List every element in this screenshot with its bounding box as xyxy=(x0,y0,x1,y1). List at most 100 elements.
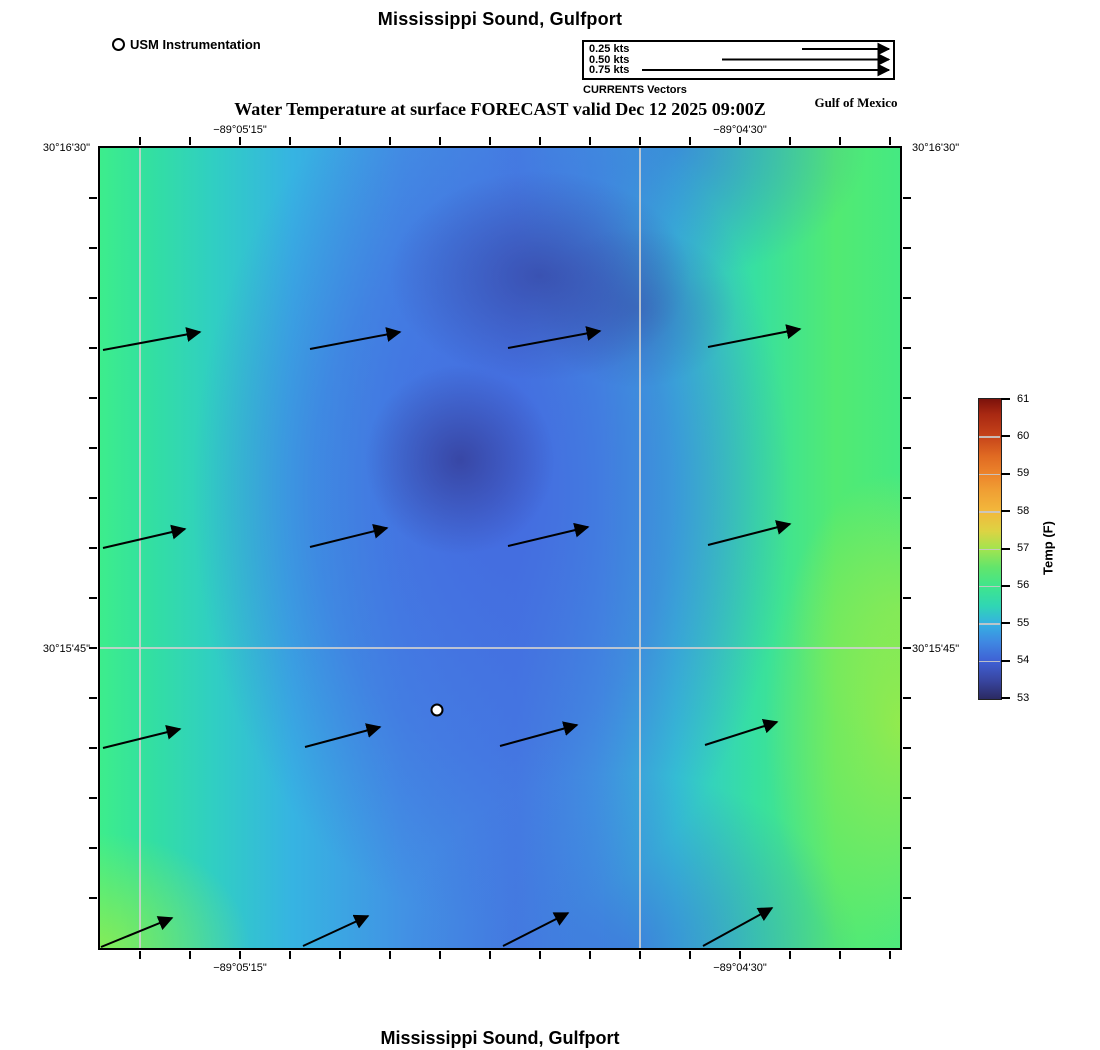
x-axis-label-bottom: −89°05'15" xyxy=(213,962,267,974)
colorbar-level-line xyxy=(979,660,1000,663)
vector-legend-arrows xyxy=(642,42,891,77)
colorbar-level-line xyxy=(979,548,1000,550)
region-label: Gulf of Mexico xyxy=(814,95,898,110)
x-tick xyxy=(589,137,591,145)
x-tick xyxy=(639,137,641,145)
colorbar-tick-label: 60 xyxy=(1017,429,1030,442)
colorbar-tick-label: 58 xyxy=(1017,504,1030,517)
x-tick xyxy=(739,137,741,145)
x-axis-label-bottom: −89°04'30" xyxy=(713,962,767,974)
y-tick xyxy=(89,347,97,349)
station-marker-icon xyxy=(112,37,125,51)
gridline-vertical xyxy=(639,148,641,948)
colorbar-tick-label: 55 xyxy=(1017,616,1030,629)
x-tick xyxy=(339,951,341,959)
x-tick xyxy=(889,951,891,959)
x-axis-label-top: −89°05'15" xyxy=(213,124,267,136)
colorbar-tick-label: 57 xyxy=(1017,542,1030,554)
current-vector-arrow xyxy=(102,524,187,549)
y-tick xyxy=(89,647,97,649)
x-tick xyxy=(439,137,441,145)
current-vector-arrow xyxy=(100,916,174,948)
y-tick xyxy=(903,847,911,849)
colorbar-tick xyxy=(1001,622,1010,625)
vector-legend-label: 0.75 kts xyxy=(589,64,630,76)
y-tick xyxy=(89,247,97,249)
x-tick xyxy=(339,137,341,145)
y-tick xyxy=(89,397,97,399)
vector-legend-label: 0.50 kts xyxy=(589,53,630,66)
gridline-vertical xyxy=(139,148,141,948)
x-tick xyxy=(439,951,441,959)
current-vector-arrow xyxy=(707,520,792,546)
colorbar-tick xyxy=(1001,435,1010,438)
colorbar-tick-label: 54 xyxy=(1017,654,1030,667)
x-tick xyxy=(889,137,891,145)
x-tick xyxy=(389,137,391,145)
y-axis-label-left: 30°15'45" xyxy=(42,643,90,655)
y-tick xyxy=(903,597,911,599)
colorbar-tick-label: 53 xyxy=(1017,691,1030,704)
x-tick xyxy=(189,951,191,959)
x-tick xyxy=(789,137,791,145)
y-tick xyxy=(89,197,97,199)
y-tick xyxy=(89,747,97,749)
y-axis-label-left: 30°16'30" xyxy=(42,142,90,154)
y-tick xyxy=(89,297,97,299)
y-tick xyxy=(903,797,911,799)
x-tick xyxy=(789,951,791,959)
current-vector-arrow xyxy=(302,914,370,947)
temperature-field xyxy=(100,148,900,948)
x-tick xyxy=(389,951,391,959)
colorbar-level-line xyxy=(979,623,1000,625)
current-vector-arrow xyxy=(304,723,382,748)
current-vector-arrow xyxy=(309,523,389,548)
colorbar: 61 60 59 58 57 56 55 54 53 xyxy=(978,393,1029,704)
x-tick xyxy=(539,951,541,959)
colorbar-tick xyxy=(1001,584,1010,587)
x-tick xyxy=(739,951,741,959)
forecast-title: Water Temperature at surface FORECAST va… xyxy=(234,99,766,119)
y-tick xyxy=(903,347,911,349)
x-tick xyxy=(139,137,141,145)
y-tick xyxy=(89,697,97,699)
x-tick xyxy=(489,951,491,959)
x-tick xyxy=(589,951,591,959)
colorbar-tick xyxy=(1001,510,1010,513)
colorbar-tick-label: 56 xyxy=(1017,579,1030,592)
vector-legend-label: 0.25 kts xyxy=(589,43,630,55)
colorbar-tick xyxy=(1001,659,1010,662)
current-vector-arrow xyxy=(102,327,202,351)
y-tick xyxy=(89,547,97,549)
y-tick xyxy=(903,747,911,749)
colorbar-tick-label: 61 xyxy=(1017,392,1030,405)
x-tick xyxy=(639,951,641,959)
y-tick xyxy=(89,497,97,499)
station-legend-label: USM Instrumentation xyxy=(130,36,261,52)
x-tick xyxy=(689,137,691,145)
x-tick xyxy=(839,137,841,145)
colorbar-level-line xyxy=(979,585,1000,588)
x-axis-label-top: −89°04'30" xyxy=(713,124,767,136)
current-vector-arrow xyxy=(507,522,590,547)
y-tick xyxy=(89,447,97,449)
station-legend: USM Instrumentation xyxy=(112,36,261,52)
x-tick xyxy=(839,951,841,959)
y-tick xyxy=(903,247,911,249)
x-tick xyxy=(489,137,491,145)
x-tick xyxy=(289,951,291,959)
colorbar-tick xyxy=(1001,697,1010,699)
current-vector-arrow xyxy=(102,724,182,749)
gridline-horizontal xyxy=(100,647,900,649)
y-tick xyxy=(903,697,911,699)
current-vector-arrow xyxy=(499,721,579,747)
y-tick xyxy=(903,897,911,899)
y-tick xyxy=(903,397,911,399)
y-tick xyxy=(89,847,97,849)
y-tick xyxy=(903,297,911,299)
page-title: Mississippi Sound, Gulfport xyxy=(377,9,623,29)
current-vector-arrow xyxy=(704,718,779,746)
current-vector-arrow xyxy=(707,324,802,348)
colorbar-tick xyxy=(1001,472,1010,475)
colorbar-title: Temp (F) xyxy=(1040,521,1056,575)
